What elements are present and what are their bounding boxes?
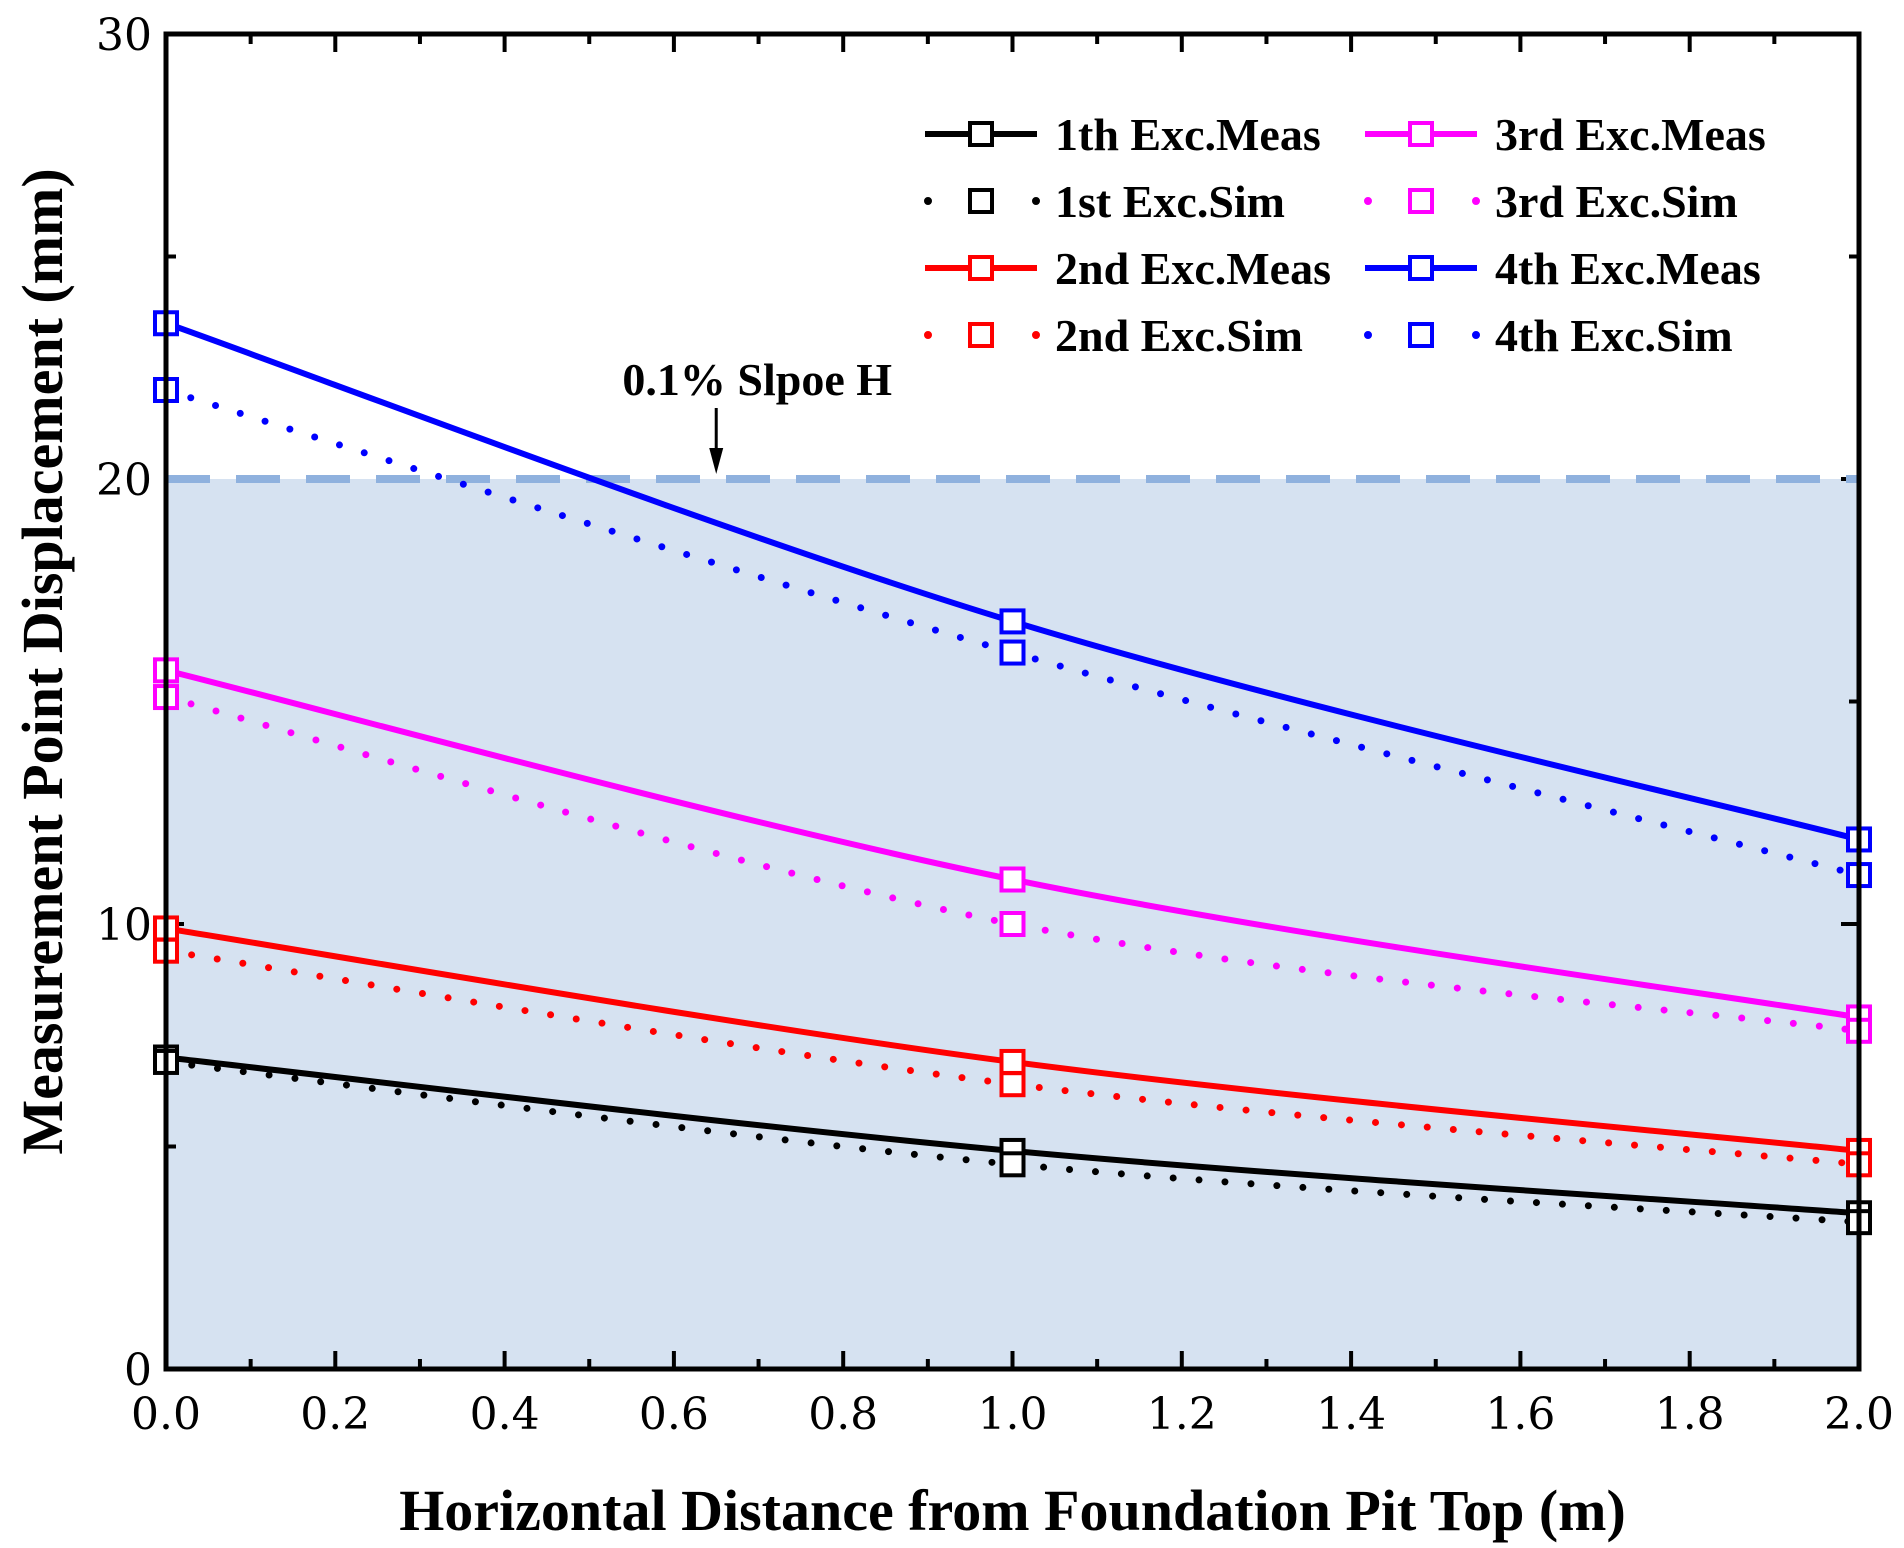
legend-label: 4th Exc.Meas bbox=[1495, 243, 1761, 294]
legend-swatch-marker bbox=[1408, 255, 1434, 281]
legend-item-3rd-exc-sim: 3rd Exc.Sim bbox=[1364, 176, 1738, 227]
legend-label: 3rd Exc.Sim bbox=[1495, 176, 1738, 227]
legend: 1th Exc.Meas 1st Exc.Sim 2nd Exc.Meas 2nd E… bbox=[924, 109, 1766, 361]
legend-item-4th-exc-sim: 4th Exc.Sim bbox=[1364, 310, 1733, 361]
data-point-2nd-exc-meas bbox=[999, 1048, 1026, 1075]
legend-label: 1st Exc.Sim bbox=[1055, 176, 1285, 227]
legend-swatch-marker bbox=[968, 255, 994, 281]
legend-swatch-marker bbox=[968, 121, 994, 147]
legend-label: 3rd Exc.Meas bbox=[1495, 109, 1766, 160]
y-tick-label: 30 bbox=[96, 10, 152, 61]
data-point-3rd-exc-sim bbox=[999, 911, 1026, 937]
legend-item-4th-exc-meas: 4th Exc.Meas bbox=[1365, 243, 1761, 294]
legend-swatch-marker bbox=[1408, 188, 1434, 214]
data-point-3rd-exc-meas bbox=[999, 866, 1026, 893]
legend-swatch-marker bbox=[968, 322, 994, 348]
x-tick-label: 1.0 bbox=[978, 1389, 1048, 1440]
legend-label: 4th Exc.Sim bbox=[1495, 310, 1733, 361]
x-tick-label: 2.0 bbox=[1824, 1389, 1894, 1440]
data-point-1st-exc-sim bbox=[999, 1151, 1026, 1178]
legend-label: 2nd Exc.Sim bbox=[1055, 310, 1303, 361]
legend-item-1st-exc-sim: 1st Exc.Sim bbox=[924, 176, 1285, 227]
legend-swatch-marker bbox=[968, 188, 994, 214]
x-tick-label: 0.4 bbox=[470, 1389, 540, 1440]
data-point-2nd-exc-sim bbox=[999, 1071, 1026, 1098]
legend-item-2nd-exc-meas: 2nd Exc.Meas bbox=[925, 243, 1331, 294]
legend-item-1th-exc-meas: 1th Exc.Meas bbox=[925, 109, 1321, 160]
legend-label: 1th Exc.Meas bbox=[1055, 109, 1321, 160]
x-tick-label: 0.6 bbox=[639, 1389, 709, 1440]
data-point-4th-exc-sim bbox=[999, 639, 1026, 666]
legend-swatch-marker bbox=[1408, 322, 1434, 348]
annotation-arrow-head bbox=[709, 448, 724, 474]
y-axis-title: Measurement Point Displacement (mm) bbox=[10, 168, 75, 1154]
x-tick-label: 0.8 bbox=[808, 1389, 878, 1440]
threshold-annotation: 0.1% Slpoe H bbox=[622, 354, 892, 405]
x-tick-label: 0.2 bbox=[300, 1389, 370, 1440]
x-tick-label: 1.4 bbox=[1316, 1389, 1386, 1440]
y-tick-label: 20 bbox=[96, 455, 152, 506]
data-point-4th-exc-meas bbox=[999, 608, 1026, 635]
plot-frame bbox=[163, 31, 1862, 1372]
legend-item-3rd-exc-meas: 3rd Exc.Meas bbox=[1365, 109, 1766, 160]
x-tick-label: 0.0 bbox=[131, 1389, 201, 1440]
x-axis-title: Horizontal Distance from Foundation Pit … bbox=[399, 1478, 1626, 1543]
y-tick-label: 10 bbox=[96, 900, 152, 951]
legend-label: 2nd Exc.Meas bbox=[1055, 243, 1331, 294]
x-tick-label: 1.8 bbox=[1655, 1389, 1725, 1440]
x-tick-label: 1.6 bbox=[1485, 1389, 1555, 1440]
legend-item-2nd-exc-sim: 2nd Exc.Sim bbox=[924, 310, 1303, 361]
legend-swatch-marker bbox=[1408, 121, 1434, 147]
x-tick-label: 1.2 bbox=[1147, 1389, 1217, 1440]
y-tick-label: 0 bbox=[124, 1345, 152, 1396]
